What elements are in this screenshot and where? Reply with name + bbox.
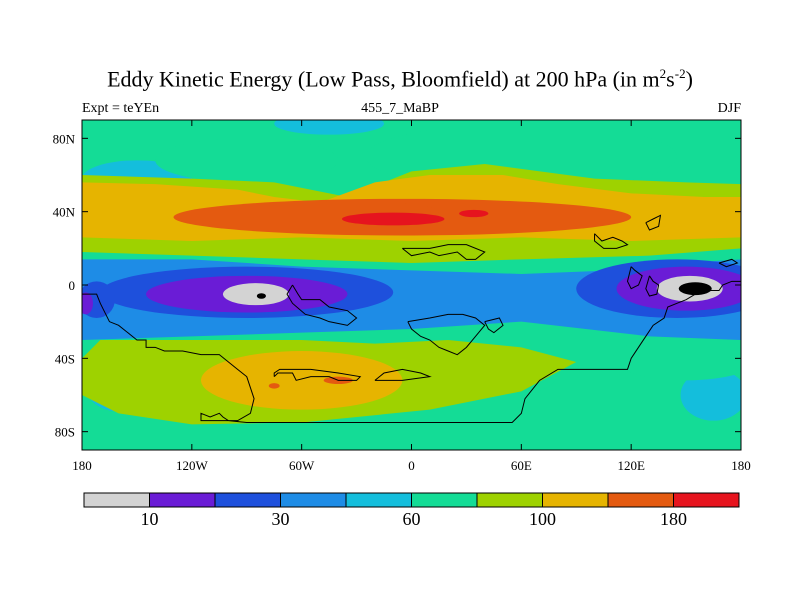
coastline-2 [374, 368, 432, 381]
axes: 180 120W 60W 0 60E 120E 180 80N 40N 0 40S 80S [53, 120, 751, 473]
field-region-3 [680, 369, 741, 421]
coastline-11 [718, 258, 739, 268]
coastline-5 [407, 313, 486, 356]
x-tick-label-6: 180 [731, 458, 751, 473]
colorbar: 10 30 60 100 180 [83, 492, 740, 529]
colorbar-swatch-5 [411, 492, 478, 508]
x-tick-label-1: 120W [176, 458, 209, 473]
field-region-17 [459, 209, 489, 218]
coastline-7 [594, 233, 629, 249]
coastline-9 [626, 266, 643, 290]
colorbar-label-4: 180 [660, 509, 687, 529]
contour-field [82, 120, 741, 450]
colorbar-swatch-1 [149, 492, 216, 508]
subtitle-center: 455_7_MaBP [361, 101, 439, 116]
y-tick-label-2: 0 [69, 278, 76, 293]
colorbar-swatch-7 [542, 492, 609, 508]
coastlines [82, 214, 741, 423]
title-main-text: Eddy Kinetic Energy (Low Pass, Bloomfiel… [107, 66, 660, 92]
field-region-27 [256, 293, 266, 299]
colorbar-label-3: 100 [529, 509, 556, 529]
field-region-0 [274, 120, 385, 135]
coastline-10 [645, 275, 660, 297]
y-tick-label-1: 40N [53, 205, 76, 220]
field-region-28 [678, 282, 712, 296]
title-end-text: ) [685, 66, 693, 92]
field-region-11 [200, 351, 403, 410]
y-tick-label-3: 40S [55, 351, 75, 366]
colorbar-label-2: 60 [403, 509, 421, 529]
coastline-3 [286, 284, 358, 326]
field-region-5 [155, 138, 339, 183]
x-tick-label-3: 0 [408, 458, 415, 473]
colorbar-swatch-9 [673, 492, 740, 508]
x-tick-label-5: 120E [617, 458, 645, 473]
colorbar-swatch-2 [214, 492, 281, 508]
x-tick-label-2: 60W [289, 458, 315, 473]
colorbar-swatch-4 [345, 492, 412, 508]
coastline-0 [82, 280, 741, 423]
colorbar-swatch-6 [476, 492, 543, 508]
field-region-24 [82, 292, 93, 315]
title-sup2: -2 [674, 66, 686, 81]
field-region-7 [612, 336, 741, 381]
y-tick-label-4: 80S [55, 425, 75, 440]
colorbar-label-1: 30 [272, 509, 290, 529]
field-region-14 [268, 383, 280, 389]
field-region-25 [222, 283, 289, 306]
colorbar-label-0: 10 [141, 509, 159, 529]
colorbar-swatch-0 [83, 492, 150, 508]
colorbar-swatch-3 [280, 492, 347, 508]
chart-title: Eddy Kinetic Energy (Low Pass, Bloomfiel… [0, 66, 800, 92]
coastline-6 [484, 317, 504, 334]
field-region-16 [341, 212, 445, 226]
colorbar-swatch-8 [607, 492, 674, 508]
title-sup1: 2 [659, 66, 667, 81]
subtitle-left: Expt = teYEn [82, 101, 160, 116]
coastline-8 [645, 214, 662, 231]
title-mid-text: s [666, 66, 675, 92]
x-tick-label-4: 60E [511, 458, 532, 473]
x-tick-label-0: 180 [72, 458, 92, 473]
coastline-1 [273, 368, 362, 381]
coastline-4 [402, 244, 486, 260]
subtitle-right: DJF [717, 101, 741, 116]
y-tick-label-0: 80N [53, 131, 76, 146]
